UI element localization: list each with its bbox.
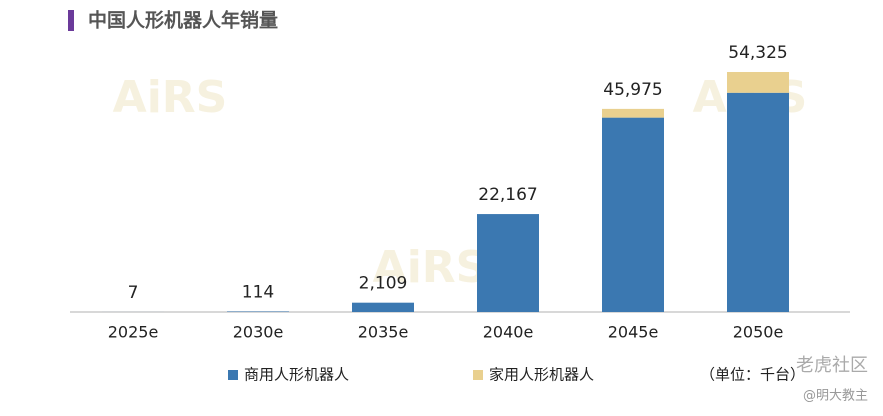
bar-segment	[352, 302, 414, 312]
legend-label: 商用人形机器人	[244, 366, 349, 384]
total-label: 114	[242, 282, 274, 302]
total-label: 2,109	[359, 274, 408, 294]
x-tick-label: 2025e	[108, 323, 159, 342]
total-label: 54,325	[728, 43, 787, 63]
legend-swatch	[473, 370, 483, 380]
bar-segment	[477, 214, 539, 312]
total-label: 22,167	[478, 185, 537, 205]
chart-title: 中国人形机器人年销量	[88, 9, 278, 32]
watermark: @明大教主	[803, 388, 868, 404]
x-tick-label: 2045e	[608, 323, 659, 342]
bar-segment	[727, 92, 789, 313]
x-tick-label: 2040e	[483, 323, 534, 342]
title-accent	[68, 10, 74, 31]
bar-segment	[602, 108, 664, 118]
x-tick-label: 2050e	[733, 323, 784, 342]
legend-label: 家用人形机器人	[489, 366, 594, 384]
bar-segment	[227, 311, 289, 312]
bar-segment	[727, 72, 789, 93]
x-tick-label: 2030e	[233, 323, 284, 342]
legend-swatch	[228, 370, 238, 380]
bar-segment	[602, 117, 664, 313]
unit-label: （单位：千台）	[700, 366, 805, 384]
x-tick-label: 2035e	[358, 323, 409, 342]
total-label: 45,975	[603, 80, 662, 100]
watermark: 老虎社区	[796, 355, 868, 376]
watermark: AiRS	[373, 242, 488, 293]
watermark: AiRS	[113, 72, 228, 123]
total-label: 7	[128, 283, 139, 303]
